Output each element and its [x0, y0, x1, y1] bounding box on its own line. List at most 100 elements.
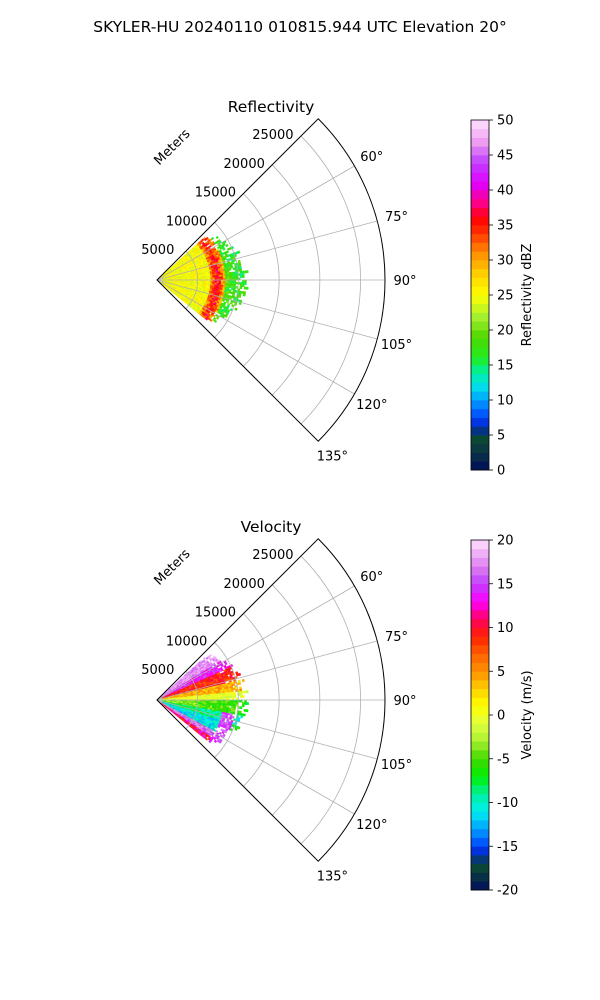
- data-cell: [234, 727, 238, 731]
- colorbar: 0 5 10 15 20 25 30 35 40 45 50 Reflectivity dBZ: [470, 114, 535, 479]
- data-cell: [231, 281, 234, 285]
- data-cell: [241, 701, 245, 705]
- angle-tick-label: 90°: [393, 274, 416, 289]
- data-cell: [228, 268, 232, 271]
- colorbar-segment: [471, 268, 489, 278]
- colorbar-segment: [471, 155, 489, 165]
- range-tick-label: 15000: [195, 186, 236, 201]
- colorbar-segment: [471, 146, 489, 156]
- data-cell: [215, 729, 219, 733]
- data-cell: [223, 257, 227, 261]
- data-cell: [233, 695, 237, 699]
- data-cell: [222, 274, 226, 277]
- data-cell: [245, 709, 249, 713]
- data-cell: [204, 317, 209, 321]
- data-cell: [237, 250, 241, 254]
- colorbar-segment: [471, 540, 489, 550]
- colorbar-segment: [471, 312, 489, 322]
- data-cell: [227, 275, 230, 279]
- colorbar-segment: [471, 583, 489, 593]
- data-cell: [216, 696, 220, 699]
- data-cell: [202, 656, 207, 660]
- data-cell: [241, 695, 245, 699]
- colorbar-segment: [471, 776, 489, 786]
- data-cell: [231, 695, 234, 699]
- data-cell: [211, 236, 215, 241]
- colorbar-tick-label: 50: [497, 114, 514, 129]
- data-cell: [225, 701, 228, 704]
- colorbar-label: Reflectivity dBZ: [520, 244, 535, 347]
- angle-tick-label: 75°: [385, 630, 408, 645]
- colorbar-segment: [471, 198, 489, 208]
- colorbar-segment: [471, 400, 489, 410]
- range-tick-label: 20000: [224, 157, 265, 172]
- colorbar-segment: [471, 137, 489, 147]
- data-cell: [239, 695, 243, 698]
- data-cell: [213, 739, 218, 743]
- data-cell: [212, 276, 216, 279]
- data-cell: [209, 318, 213, 322]
- colorbar-tick-label: 0: [497, 464, 505, 479]
- data-cell: [229, 281, 232, 285]
- angle-tick-label: 105°: [381, 758, 412, 773]
- colorbar-segment: [471, 627, 489, 637]
- data-cell: [239, 706, 243, 710]
- colorbar-segment: [471, 295, 489, 305]
- reflectivity-panel: Reflectivity 5000 10000 15000 20000 25000 Mete…: [141, 98, 535, 479]
- colorbar-segment: [471, 697, 489, 707]
- colorbar-segment: [471, 128, 489, 138]
- data-cell: [227, 281, 230, 285]
- colorbar-segment: [471, 391, 489, 401]
- data-cell: [234, 307, 238, 311]
- range-tick-label: 20000: [224, 577, 265, 592]
- data-cell: [206, 277, 209, 279]
- colorbar-tick-label: 0: [497, 709, 505, 724]
- data-cell: [233, 701, 237, 705]
- colorbar-segment: [471, 548, 489, 558]
- colorbar-segment: [471, 820, 489, 830]
- data-cell: [242, 713, 246, 717]
- data-cell: [220, 276, 224, 279]
- colorbar-segment: [471, 190, 489, 200]
- data-cell: [229, 273, 232, 277]
- data-cell: [239, 286, 243, 290]
- angle-tick-label: 105°: [381, 338, 412, 353]
- data-cell: [206, 697, 209, 699]
- data-cell: [221, 299, 225, 303]
- angle-gridline: [156, 699, 378, 760]
- data-cell: [225, 243, 229, 248]
- data-cell: [222, 694, 226, 697]
- data-cell: [229, 701, 232, 705]
- data-cell: [224, 274, 228, 277]
- data-cell: [225, 250, 230, 254]
- angle-tick-label: 120°: [356, 398, 387, 413]
- velocity-panel: Velocity 5000 10000 15000 20000 25000 Meters 60…: [141, 518, 535, 899]
- data-cell: [224, 314, 228, 318]
- panel-title: Velocity: [241, 518, 302, 536]
- data-cell: [241, 704, 245, 708]
- data-cell: [213, 319, 218, 323]
- data-cell: [229, 695, 232, 699]
- colorbar-segment: [471, 251, 489, 261]
- colorbar-tick-label: 10: [497, 394, 514, 409]
- colorbar-segment: [471, 688, 489, 698]
- angle-gridline: [156, 165, 355, 281]
- colorbar-segment: [471, 767, 489, 777]
- colorbar-segment: [471, 680, 489, 690]
- colorbar-segment: [471, 846, 489, 856]
- data-cell: [225, 696, 228, 699]
- data-cell: [240, 715, 244, 719]
- angle-tick-label: 135°: [317, 449, 348, 464]
- data-cell: [227, 695, 230, 699]
- data-cell: [224, 703, 228, 706]
- data-cell: [241, 272, 245, 276]
- colorbar-segment: [471, 662, 489, 672]
- colorbar-segment: [471, 881, 489, 891]
- colorbar-segment: [471, 330, 489, 340]
- data-cell: [225, 300, 229, 304]
- colorbar-label: Velocity (m/s): [520, 670, 535, 759]
- colorbar-segment: [471, 452, 489, 462]
- data-cell: [235, 703, 239, 707]
- data-cell: [216, 276, 220, 279]
